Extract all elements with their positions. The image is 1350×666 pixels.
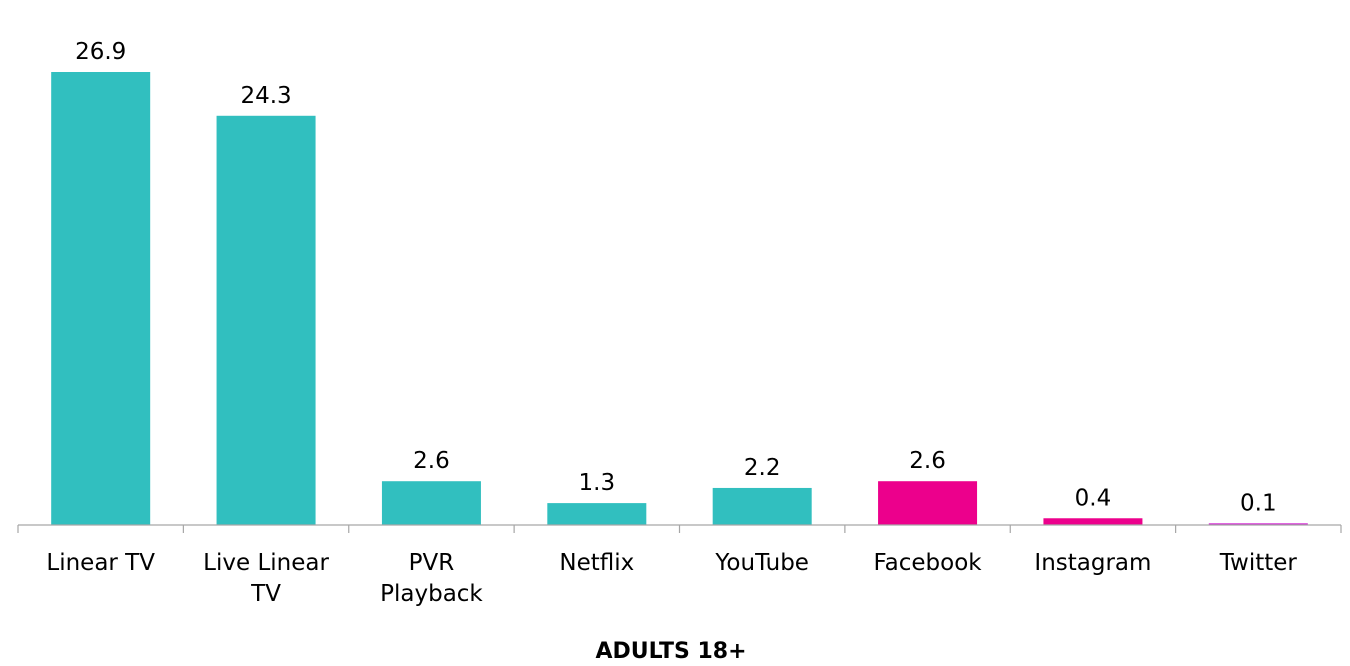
data-label: 2.6 [909,448,946,474]
data-label: 26.9 [75,39,126,65]
category-label: TV [250,581,281,607]
category-label: Playback [380,581,483,607]
category-label: PVR [409,550,455,576]
category-labels: Linear TV Live Linear TV PVR Playback Netflix… [46,550,1297,607]
data-label: 2.2 [744,455,781,481]
category-label: Netflix [559,550,634,576]
data-label: 0.1 [1240,490,1277,516]
bar [381,481,481,525]
data-label: 2.6 [413,448,450,474]
x-axis-title: ADULTS 18+ [595,639,746,664]
category-label: Linear TV [46,550,155,576]
category-label: Facebook [874,550,983,576]
bar [547,503,647,525]
category-label: YouTube [714,550,809,576]
category-label: Twitter [1219,550,1298,576]
data-label: 0.4 [1075,485,1112,511]
x-axis [17,524,1342,533]
bar [1208,523,1308,525]
bars-layer [51,72,1308,525]
bar [1043,518,1143,525]
value-labels: 26.9 24.3 2.6 1.3 2.2 2.6 0.4 0.1 [75,39,1277,516]
data-label: 24.3 [240,83,291,109]
category-label: Live Linear [203,550,329,576]
bar [878,481,978,525]
bar [216,115,316,525]
data-label: 1.3 [579,470,616,496]
bar [51,72,151,525]
category-label: Instagram [1034,550,1151,576]
bar [712,487,812,525]
